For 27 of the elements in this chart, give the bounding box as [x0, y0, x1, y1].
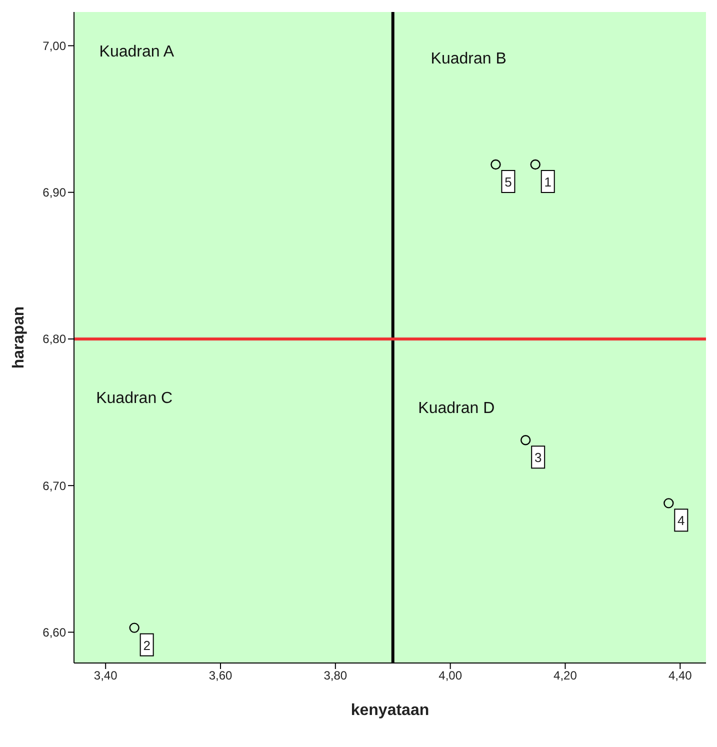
y-tick-label: 6,60	[42, 625, 66, 640]
x-tick-label: 3,60	[208, 668, 233, 683]
y-tick-label: 6,80	[42, 332, 66, 346]
point	[490, 159, 501, 170]
annotation: Kuadran D	[418, 400, 495, 417]
x-axis-title: kenyataan	[350, 702, 430, 719]
annotation: Kuadran C	[96, 390, 173, 408]
annotation: Kuadran A	[99, 44, 174, 61]
y-tick-label: 6,90	[42, 186, 66, 200]
y-tick-label: 6,70	[42, 478, 66, 493]
annotation: 4	[678, 513, 685, 528]
x-tick-label: 3,80	[324, 668, 348, 683]
annotation: 1	[544, 174, 552, 190]
x-tick-label: 4,00	[438, 668, 462, 683]
x-tick-label: 4,20	[554, 668, 578, 683]
annotation: 3	[534, 450, 542, 466]
point	[664, 498, 674, 508]
annotation: 5	[504, 174, 512, 190]
x-tick-label: 4,40	[668, 668, 692, 683]
point	[129, 622, 140, 633]
point	[530, 159, 540, 170]
x-tick-label: 3,40	[94, 668, 118, 683]
y-tick-label: 7,00	[42, 38, 66, 53]
point	[520, 435, 531, 446]
annotation: 2	[143, 638, 150, 653]
y-axis-title: harapan	[10, 306, 28, 369]
annotation: Kuadran B	[430, 50, 506, 68]
